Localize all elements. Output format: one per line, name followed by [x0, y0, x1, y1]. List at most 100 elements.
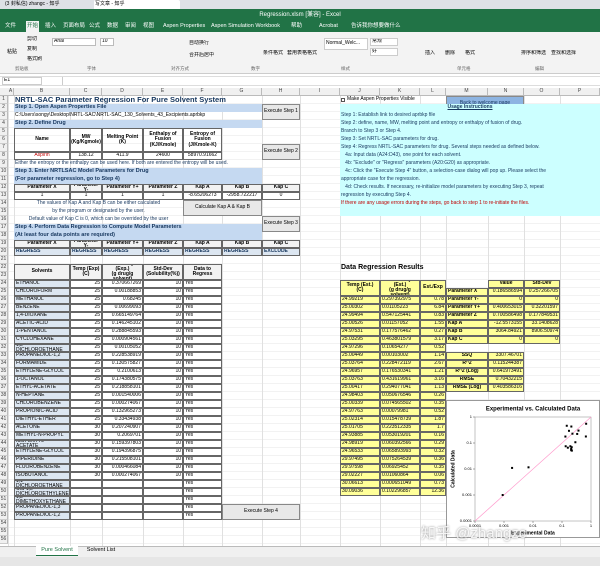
dropdown[interactable]: Yes — [183, 448, 222, 456]
dropdown[interactable]: Yes — [183, 496, 222, 504]
solvent-name[interactable]: ETHYL-ACETATE — [14, 384, 70, 392]
solvent-name[interactable]: 1-OCTANOL — [14, 376, 70, 384]
sheet-tab[interactable]: Pure Solvent — [36, 546, 78, 556]
dropdown[interactable]: Yes — [183, 360, 222, 368]
ribbon-button[interactable]: 合并后居中 — [189, 52, 215, 59]
solvent-name[interactable]: 1,2-DICHLOROETHANE — [14, 344, 70, 352]
solvent-name[interactable]: METHYL-N-PROPYL — [14, 432, 70, 440]
ribbon-tab[interactable]: 开始 — [26, 21, 40, 32]
dropdown[interactable]: Yes — [183, 432, 222, 440]
solvent-name[interactable]: CHLOROBENZENE — [14, 400, 70, 408]
solvent-name[interactable]: FLUOROBENZENE — [14, 464, 70, 472]
ribbon-tab[interactable]: 帮助 — [291, 22, 303, 29]
solvent-name[interactable]: ACETIC-ACID — [14, 320, 70, 328]
ribbon-button[interactable]: Normal_Welc... — [324, 38, 368, 50]
dropdown[interactable]: Yes — [183, 408, 222, 416]
browser-tab[interactable]: (3 封私信) zhangc - 知乎 — [4, 0, 90, 9]
ribbon-tab[interactable]: 审阅 — [125, 22, 137, 29]
solvent-name[interactable]: PROPANEDIOL-1,2 — [14, 352, 70, 360]
dropdown[interactable]: Yes — [183, 336, 222, 344]
ribbon-button[interactable]: 条件格式 — [263, 50, 284, 57]
solvent-name[interactable]: 1,4-DIOXANE — [14, 312, 70, 320]
ribbon-tab[interactable]: Aspen Simulation Workbook — [211, 22, 280, 29]
dropdown[interactable]: REGRESS — [102, 248, 143, 256]
dropdown[interactable]: Yes — [183, 504, 222, 512]
solvent-name[interactable]: CIS-1,2-DICHLOROETHYLENE — [14, 488, 70, 496]
dropdown[interactable]: Yes — [183, 392, 222, 400]
solvent-name[interactable]: ISOBUTANOL — [14, 472, 70, 480]
ribbon-button[interactable]: 删除 — [445, 50, 456, 57]
dropdown[interactable]: Yes — [183, 400, 222, 408]
solvent-name[interactable]: N-HEPTANE — [14, 392, 70, 400]
dropdown[interactable]: Yes — [183, 480, 222, 488]
dropdown[interactable]: Yes — [183, 440, 222, 448]
dropdown[interactable]: Yes — [183, 320, 222, 328]
ribbon-button[interactable]: 自动换行 — [189, 40, 210, 47]
browser-tab[interactable]: 写文章 - 知乎 — [94, 0, 180, 9]
ribbon-button[interactable]: 好 — [370, 48, 398, 56]
ribbon-tab[interactable]: 公式 — [89, 22, 101, 29]
dropdown[interactable]: Yes — [183, 512, 222, 520]
checkbox[interactable] — [341, 98, 345, 102]
ribbon-button[interactable]: 排序和筛选 — [521, 50, 547, 57]
dropdown[interactable]: EXCLUDE — [262, 248, 300, 256]
solvent-name[interactable]: PROPANEDIOL-1,3 — [14, 504, 70, 512]
dropdown[interactable]: REGRESS — [143, 248, 183, 256]
sheet-tab[interactable]: Solvent List — [86, 547, 116, 554]
dropdown[interactable]: Yes — [183, 464, 222, 472]
solvent-name[interactable]: ISOPENTYL-ACETATE — [14, 440, 70, 448]
dropdown[interactable]: Yes — [183, 424, 222, 432]
solvent-name[interactable]: PIPERIDINE — [14, 456, 70, 464]
ribbon-button[interactable]: 套用表格格式 — [287, 50, 318, 57]
button[interactable]: Execute Step 3 — [262, 216, 300, 232]
ribbon-tab[interactable]: 文件 — [5, 22, 17, 29]
dropdown[interactable]: Yes — [183, 344, 222, 352]
solvent-name[interactable]: ACETONE — [14, 424, 70, 432]
ribbon-button[interactable]: 粘贴 — [7, 49, 18, 56]
ribbon-button[interactable]: 剪切 — [27, 36, 38, 43]
ribbon-button[interactable]: 查找和选择 — [551, 50, 577, 57]
solvent-name[interactable]: CHLOROFORM — [14, 288, 70, 296]
solvent-name[interactable]: ETHYLENE-GLYCOL — [14, 448, 70, 456]
solvent-name[interactable]: FORMAMIDE — [14, 360, 70, 368]
ribbon-button[interactable]: Arial — [52, 38, 96, 46]
ribbon-tab[interactable]: Aspen Properties — [163, 22, 206, 29]
dropdown[interactable]: REGRESS — [222, 248, 262, 256]
dropdown[interactable]: Yes — [183, 288, 222, 296]
button[interactable]: Execute Step 1 — [262, 104, 300, 120]
dropdown[interactable]: Yes — [183, 352, 222, 360]
dropdown[interactable]: REGRESS — [14, 248, 70, 256]
ribbon-button[interactable]: 复制 — [27, 46, 38, 53]
solvent-name[interactable]: 1,2-DIMETHOXYETHANE — [14, 496, 70, 504]
solvent-name[interactable]: BENZENE — [14, 304, 70, 312]
ribbon-tab[interactable]: 插入 — [45, 22, 57, 29]
dropdown[interactable]: Yes — [183, 296, 222, 304]
dropdown[interactable]: Yes — [183, 384, 222, 392]
solvent-name[interactable]: PROPANEDIOL-1,2 — [14, 512, 70, 520]
dropdown[interactable]: Yes — [183, 416, 222, 424]
ribbon-tab[interactable]: 告诉我你想要做什么 — [351, 22, 401, 29]
ribbon-button[interactable]: 常规 — [370, 38, 398, 46]
solvent-name[interactable]: ETHYLENE-GLYCOL — [14, 368, 70, 376]
ribbon-button[interactable]: 格式刷 — [27, 56, 43, 63]
solvent-name[interactable]: PROPIONIC-ACID — [14, 408, 70, 416]
ribbon-tab[interactable]: Acrobat — [319, 22, 338, 29]
ribbon-tab[interactable]: 视图 — [143, 22, 155, 29]
formula-input[interactable] — [62, 77, 598, 85]
dropdown[interactable]: Yes — [183, 312, 222, 320]
solvent-name[interactable]: 1-PENTANOL — [14, 328, 70, 336]
solvent-name[interactable]: 1,1-DICHLOROETHANE — [14, 480, 70, 488]
ribbon-button[interactable]: 格式 — [465, 50, 476, 57]
dropdown[interactable]: Yes — [183, 328, 222, 336]
dropdown[interactable]: REGRESS — [70, 248, 102, 256]
ribbon-button[interactable]: 10 — [100, 38, 114, 46]
dropdown[interactable]: Yes — [183, 376, 222, 384]
ribbon-button[interactable]: 插入 — [425, 50, 436, 57]
solvent-name[interactable]: ETHANOL — [14, 280, 70, 288]
solvent-name[interactable]: METHANOL — [14, 296, 70, 304]
dropdown[interactable]: Yes — [183, 488, 222, 496]
dropdown[interactable]: Yes — [183, 280, 222, 288]
dropdown[interactable]: Yes — [183, 368, 222, 376]
solvent-name[interactable]: CYCLOHEXANE — [14, 336, 70, 344]
dropdown[interactable]: Yes — [183, 456, 222, 464]
